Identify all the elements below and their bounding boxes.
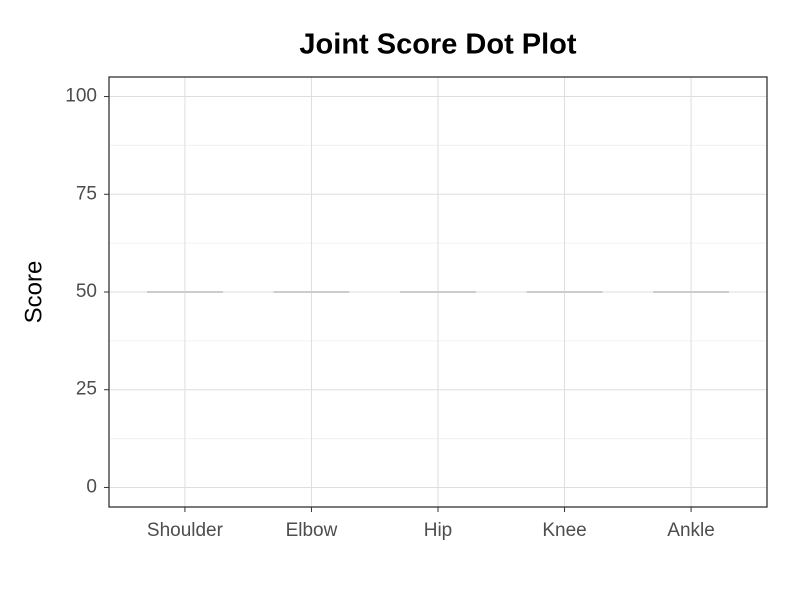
y-tick-label: 0 [86, 476, 97, 497]
x-tick-label: Elbow [286, 520, 338, 541]
x-tick-label: Shoulder [147, 520, 224, 541]
x-tick-label: Hip [424, 520, 453, 541]
panel-border [108, 76, 768, 508]
y-tick-label: 50 [76, 281, 97, 302]
y-axis-label: Score [20, 261, 47, 324]
chart-title: Joint Score Dot Plot [299, 29, 576, 61]
x-tick-label: Knee [542, 520, 586, 541]
x-tick-label: Ankle [667, 520, 715, 541]
y-tick-label: 25 [76, 379, 97, 400]
y-tick-label: 75 [76, 183, 97, 204]
y-tick-label: 100 [65, 86, 97, 107]
